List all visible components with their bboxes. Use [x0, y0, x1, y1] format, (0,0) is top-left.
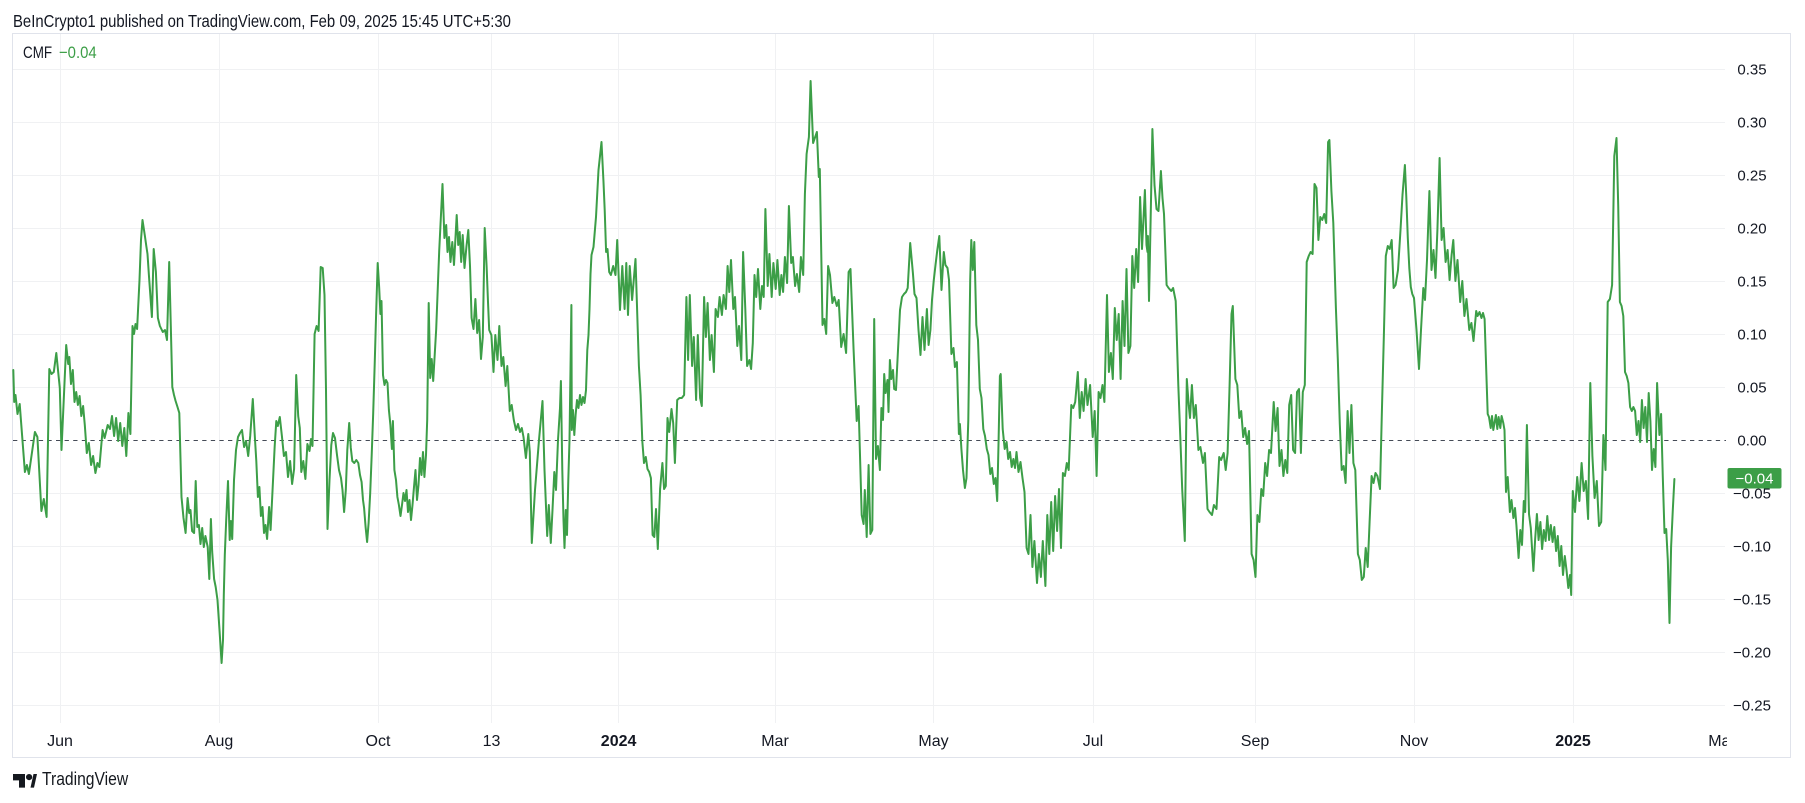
svg-text:2025: 2025: [1555, 733, 1591, 750]
svg-text:−0.15: −0.15: [1733, 592, 1771, 609]
svg-text:0.10: 0.10: [1737, 327, 1766, 344]
svg-text:−0.05: −0.05: [1733, 486, 1771, 503]
svg-text:2024: 2024: [601, 733, 637, 750]
svg-text:Jul: Jul: [1083, 733, 1103, 750]
svg-text:0.25: 0.25: [1737, 168, 1766, 185]
svg-text:May: May: [918, 733, 948, 750]
svg-text:0.15: 0.15: [1737, 274, 1766, 291]
svg-text:0.35: 0.35: [1737, 62, 1766, 79]
svg-text:−0.04: −0.04: [1736, 471, 1774, 488]
svg-text:−0.10: −0.10: [1733, 539, 1771, 556]
svg-text:Oct: Oct: [366, 733, 391, 750]
svg-text:Mar: Mar: [1708, 733, 1736, 750]
svg-text:Jun: Jun: [47, 733, 73, 750]
svg-text:Mar: Mar: [761, 733, 789, 750]
svg-text:0.05: 0.05: [1737, 380, 1766, 397]
svg-text:0.30: 0.30: [1737, 115, 1766, 132]
svg-text:Aug: Aug: [205, 733, 233, 750]
svg-text:0.20: 0.20: [1737, 221, 1766, 238]
svg-text:−0.20: −0.20: [1733, 645, 1771, 662]
svg-text:0.00: 0.00: [1737, 433, 1766, 450]
svg-text:−0.25: −0.25: [1733, 698, 1771, 715]
svg-text:Sep: Sep: [1241, 733, 1270, 750]
svg-text:Nov: Nov: [1400, 733, 1428, 750]
svg-text:13: 13: [483, 733, 501, 750]
